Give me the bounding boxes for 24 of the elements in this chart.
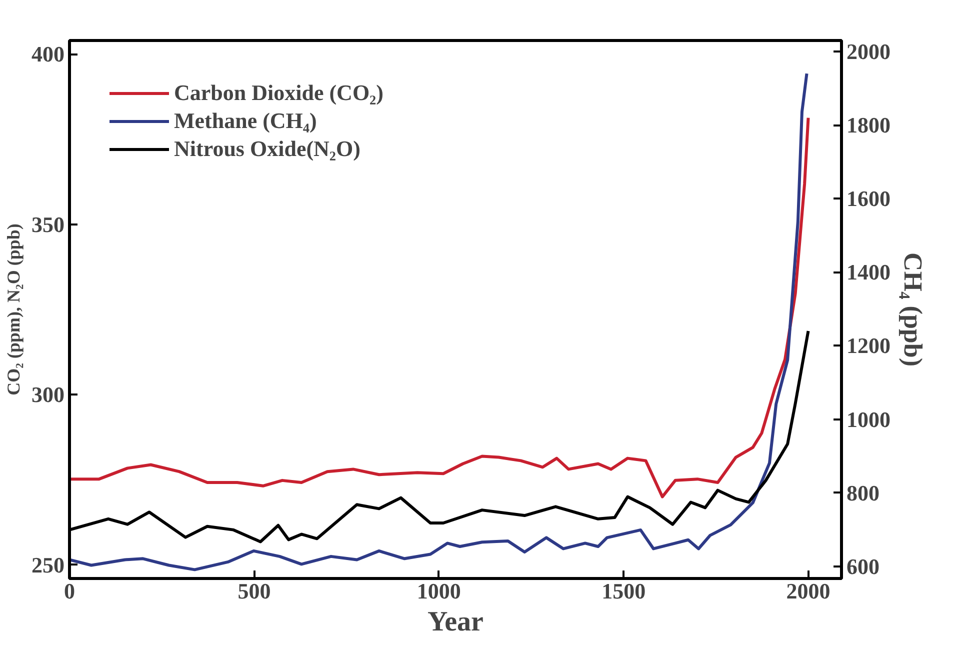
y2-tick-label: 1600 [846,186,890,212]
x-axis-title: Year [428,606,484,638]
y2-tick-label: 1200 [846,333,890,358]
y-tick-label: 300 [32,382,64,408]
y2-tick-label: 1800 [846,112,890,138]
x-tick-label: 2000 [786,578,830,604]
y2-tick-label: 2000 [846,39,890,64]
y-tick-label: 400 [32,42,64,67]
x-tick-label: 0 [64,578,75,604]
legend-label: Methane (CH₄) [174,108,317,134]
y2-tick-label: 600 [846,554,880,579]
legend-label: Nitrous Oxide(N₂O) [174,136,360,162]
legend-label: Carbon Dioxide (CO₂) [174,80,384,106]
x-tick-label: 1000 [416,578,461,604]
y2-tick-label: 1400 [846,260,890,285]
y-axis-title: CO₂ (ppm), N₂O (ppb) [4,224,24,396]
y-tick-label: 250 [32,552,64,578]
x-tick-label: 500 [238,578,271,604]
y2-tick-label: 1000 [846,406,890,432]
y-tick-label: 350 [32,212,64,237]
y2-tick-label: 800 [846,480,880,506]
line-series [70,72,808,572]
x-tick-label: 1500 [602,578,646,604]
y2-axis-title: CH₄ (ppb) [898,252,928,367]
